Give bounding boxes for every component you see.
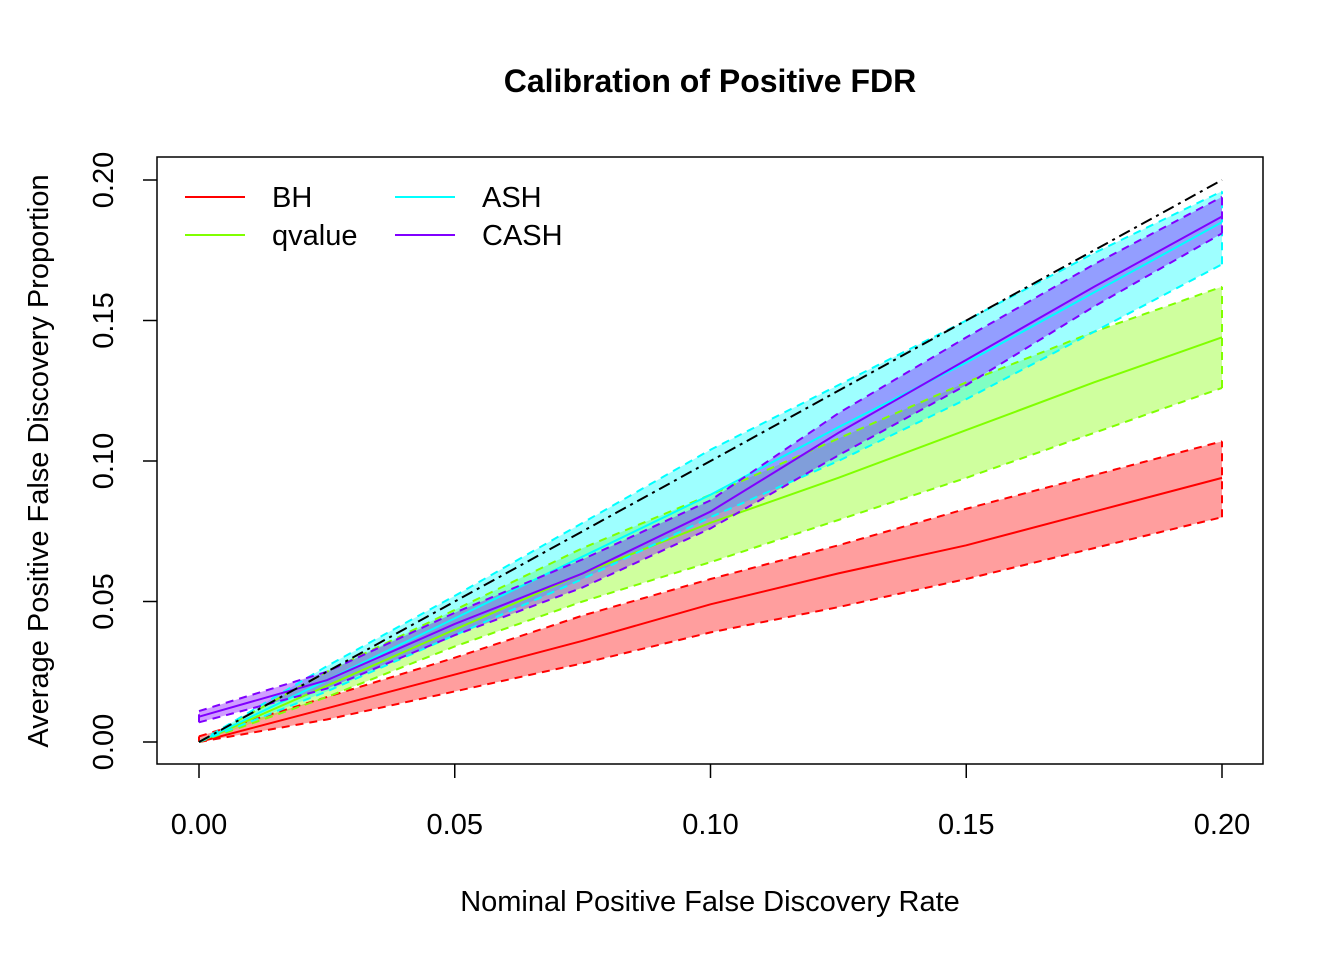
y-tick-label: 0.20 <box>88 152 120 208</box>
x-tick-label: 0.10 <box>682 809 738 841</box>
x-tick-label: 0.05 <box>427 809 483 841</box>
lower-ASH <box>198 263 1223 743</box>
x-axis-label: Nominal Positive False Discovery Rate <box>460 886 960 918</box>
y-tick-label: 0.15 <box>88 292 120 348</box>
lower-BH <box>198 516 1223 743</box>
legend-label-BH: BH <box>272 182 312 214</box>
legend-label-CASH: CASH <box>482 220 563 252</box>
x-tick-label: 0.15 <box>938 809 994 841</box>
y-tick-label: 0.10 <box>88 433 120 489</box>
plot-frame <box>156 156 1264 765</box>
chart-title: Calibration of Positive FDR <box>504 63 916 99</box>
reference-line <box>198 179 1223 743</box>
series-lines <box>198 179 1223 743</box>
band-qvalue <box>199 286 1222 742</box>
upper-CASH <box>198 195 1223 713</box>
upper-BH <box>198 440 1223 738</box>
y-tick-label: 0.05 <box>88 573 120 629</box>
legend: BH qvalue ASH CASH <box>185 182 563 252</box>
upper-ASH <box>198 190 1223 743</box>
series-line-BH <box>198 476 1223 743</box>
axes: 0.00 0.05 0.10 0.15 0.20 0.00 0.05 0.10 0.15 0.20 <box>88 152 1250 841</box>
x-tick-label: 0.20 <box>1194 809 1250 841</box>
lower-CASH <box>198 232 1223 724</box>
confidence-bands <box>199 191 1222 743</box>
lower-qvalue <box>198 386 1223 743</box>
band-ASH <box>199 191 1222 743</box>
series-line-CASH <box>198 215 1223 718</box>
upper-qvalue <box>198 285 1223 743</box>
y-axis-label: Average Positive False Discovery Proport… <box>23 174 55 747</box>
band-BH <box>199 441 1222 742</box>
x-tick-label: 0.00 <box>171 809 227 841</box>
legend-label-ASH: ASH <box>482 182 542 214</box>
series-line-qvalue <box>198 336 1223 743</box>
series-line-ASH <box>198 221 1223 743</box>
legend-label-qvalue: qvalue <box>272 220 357 252</box>
y-tick-label: 0.00 <box>88 714 120 770</box>
